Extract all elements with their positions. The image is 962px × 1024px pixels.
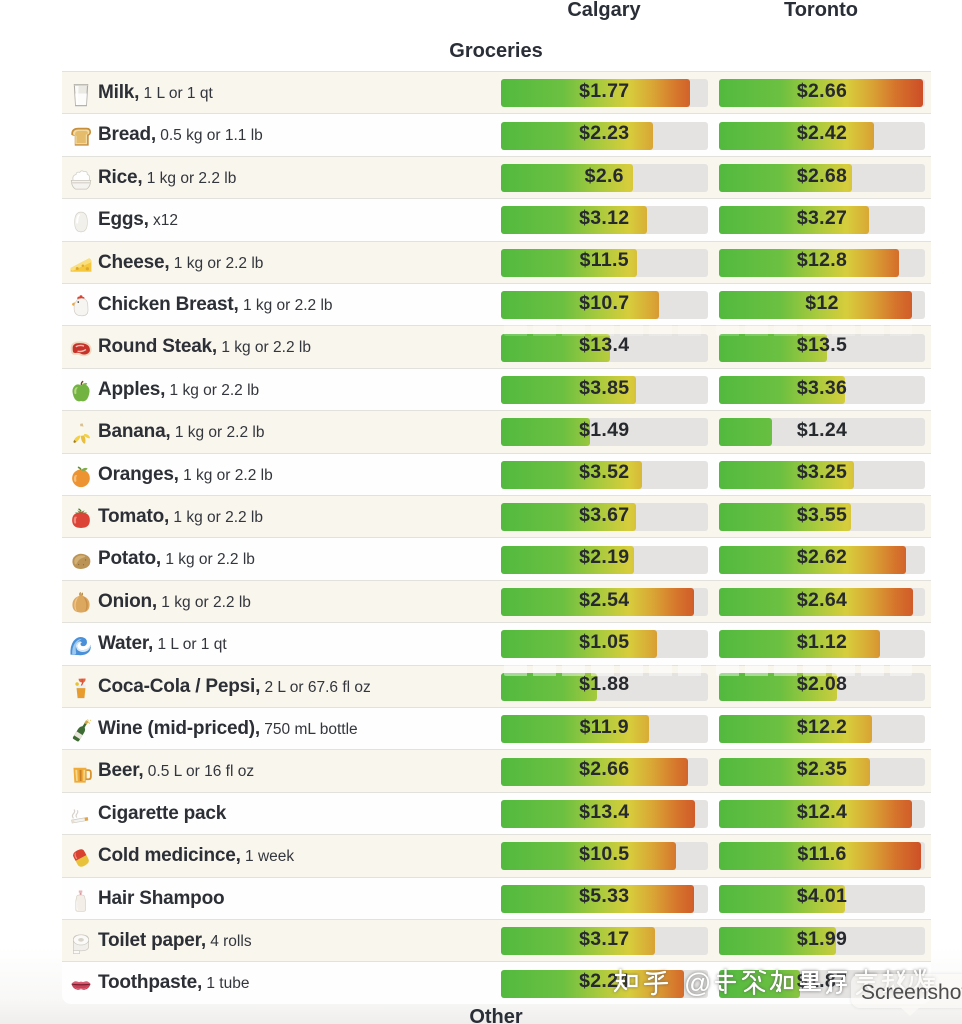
svg-text:@: @ — [684, 968, 711, 998]
